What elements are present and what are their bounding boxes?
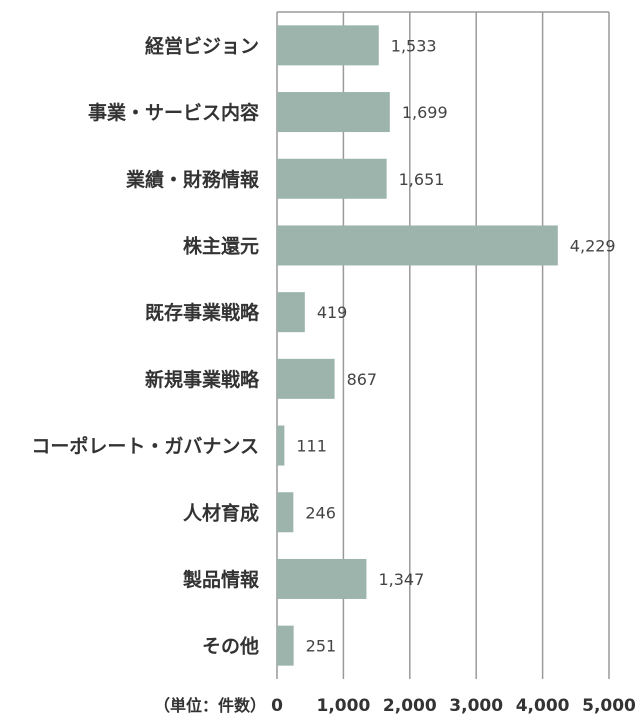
data-label: 246 bbox=[305, 503, 336, 522]
x-tick-label: 5,000 bbox=[582, 696, 636, 716]
bars bbox=[277, 25, 558, 666]
category-label: 経営ビジョン bbox=[145, 34, 259, 57]
data-label: 1,699 bbox=[402, 103, 448, 122]
data-label: 1,347 bbox=[378, 570, 424, 589]
x-tick-label: 4,000 bbox=[516, 696, 570, 716]
category-label: 既存事業戦略 bbox=[145, 301, 260, 324]
category-label: 業績・財務情報 bbox=[125, 168, 260, 191]
bar bbox=[277, 225, 558, 266]
data-label: 251 bbox=[306, 637, 337, 656]
bar bbox=[277, 25, 379, 66]
x-axis-tick-labels: 0 1,000 2,000 3,000 4,000 5,000 bbox=[271, 696, 636, 716]
bar bbox=[277, 492, 294, 533]
data-label: 1,651 bbox=[399, 170, 445, 189]
data-label: 867 bbox=[347, 370, 378, 389]
category-labels: 経営ビジョン事業・サービス内容業績・財務情報株主還元既存事業戦略新規事業戦略コー… bbox=[31, 34, 260, 657]
data-label: 4,229 bbox=[570, 236, 616, 255]
bar bbox=[277, 92, 390, 133]
data-labels: 1,533 1,699 1,651 4,229 419 867 111 246 1,347 251 bbox=[296, 36, 615, 655]
bar bbox=[277, 292, 305, 333]
bar bbox=[277, 425, 285, 466]
category-label: コーポレート・ガバナンス bbox=[31, 435, 259, 458]
data-label: 1,533 bbox=[391, 36, 437, 55]
category-label: 事業・サービス内容 bbox=[88, 101, 259, 124]
data-label: 111 bbox=[296, 437, 327, 456]
bar bbox=[277, 558, 367, 599]
category-label: 新規事業戦略 bbox=[145, 368, 260, 391]
category-label: 人材育成 bbox=[183, 501, 259, 524]
bar bbox=[277, 158, 387, 199]
bar bbox=[277, 358, 335, 399]
x-tick-label: 2,000 bbox=[383, 696, 437, 716]
x-tick-label: 3,000 bbox=[449, 696, 503, 716]
data-label: 419 bbox=[317, 303, 348, 322]
x-tick-label: 0 bbox=[271, 696, 283, 716]
category-label: その他 bbox=[202, 635, 259, 658]
category-label: 製品情報 bbox=[182, 568, 260, 591]
unit-label: （単位：件数） bbox=[154, 696, 266, 715]
bar bbox=[277, 625, 294, 666]
x-tick-label: 1,000 bbox=[317, 696, 371, 716]
category-label: 株主還元 bbox=[183, 234, 259, 257]
